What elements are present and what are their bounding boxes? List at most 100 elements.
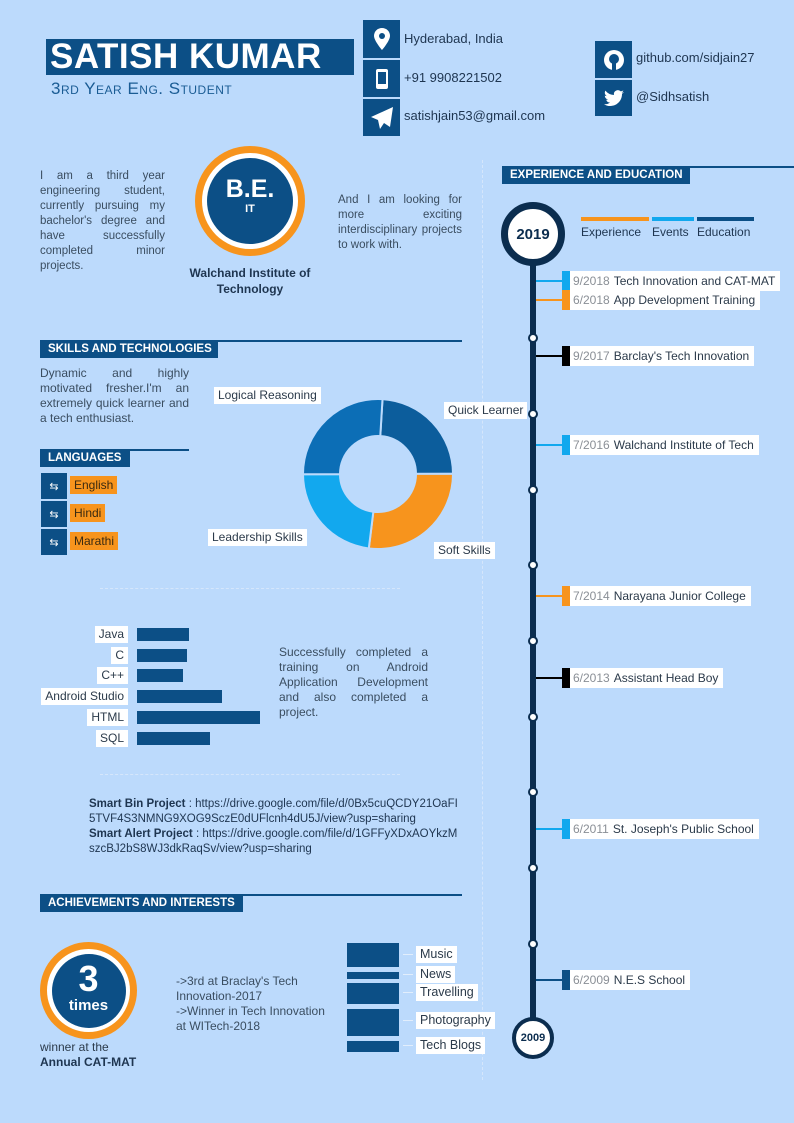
timeline-node: [528, 787, 538, 797]
skill-label: Android Studio: [41, 688, 128, 706]
timeline-title: Assistant Head Boy: [613, 671, 719, 685]
timeline-entry-box: 6/2009 N.E.S School: [570, 970, 691, 990]
donut-label-soft-skills: Soft Skills: [434, 542, 495, 559]
timeline-entry-box: 6/2013 Assistant Head Boy: [570, 668, 724, 688]
interest-label: Music: [416, 946, 457, 963]
timeline-date: 7/2014: [573, 589, 610, 603]
timeline-entry[interactable]: 9/2018 Tech Innovation and CAT-MAT: [536, 271, 781, 291]
donut-label-quick-learner: Quick Learner: [444, 402, 528, 419]
skill-bar: [137, 628, 189, 641]
timeline-end-year: 2009: [512, 1017, 554, 1059]
section-rule: [40, 340, 462, 342]
section-divider: [100, 588, 400, 589]
degree-badge: B.E. IT: [195, 146, 305, 256]
column-divider: [482, 160, 483, 1080]
timeline-title: Walchand Institute of Tech: [613, 438, 754, 452]
timeline-date: 6/2018: [573, 293, 610, 307]
location-pin-icon: [363, 20, 400, 58]
location-text: Hyderabad, India: [404, 31, 504, 46]
email-link[interactable]: satishjain53@gmail.com: [404, 108, 546, 123]
github-icon: [595, 41, 632, 78]
achievements-list: ->3rd at Braclay's Tech Innovation-2017 …: [176, 974, 325, 1033]
donut-slice-quick-learner: [379, 398, 455, 475]
timeline-title: App Development Training: [613, 293, 756, 307]
interest-connector: [403, 1020, 413, 1021]
timeline-entry[interactable]: 7/2016 Walchand Institute of Tech: [536, 435, 759, 455]
legend-label: Education: [697, 225, 751, 239]
achievement-count: 3: [78, 957, 99, 999]
timeline-title: Tech Innovation and CAT-MAT: [613, 274, 776, 288]
achievement-unit: times: [68, 996, 109, 1014]
timeline-entry[interactable]: 9/2017 Barclay's Tech Innovation: [536, 346, 755, 366]
donut-slice-logical-reasoning: [301, 398, 384, 476]
intro-right-text: And I am looking for more exciting inter…: [338, 194, 462, 251]
timeline-line: [530, 235, 536, 1035]
projects-block: Smart Bin Project : https://drive.google…: [89, 797, 461, 857]
timeline-entry[interactable]: 6/2013 Assistant Head Boy: [536, 668, 724, 688]
skill-bar: [137, 669, 183, 683]
translate-icon: ⇆: [41, 529, 67, 555]
timeline-entry[interactable]: 6/2018 App Development Training: [536, 290, 761, 310]
timeline-node: [528, 333, 538, 343]
interest-label: Tech Blogs: [416, 1037, 486, 1054]
achievement-badge: 3 times: [40, 942, 137, 1039]
interest-connector: [403, 954, 413, 955]
project-link[interactable]: : https://drive.google.com/file/d/0Bx5cu…: [89, 798, 458, 825]
timeline-node: [528, 863, 538, 873]
timeline-entry-box: 7/2016 Walchand Institute of Tech: [570, 435, 759, 455]
timeline-date: 9/2018: [573, 274, 610, 288]
project-link[interactable]: : https://drive.google.com/file/d/1GFFyX…: [89, 828, 458, 855]
project-name: Smart Alert Project: [89, 828, 193, 840]
timeline-connector: [536, 280, 562, 282]
interest-label: News: [416, 966, 456, 983]
achievement-caption: winner at the: [40, 1040, 109, 1054]
timeline-entry-box: 7/2014 Narayana Junior College: [570, 586, 751, 606]
timeline-node: [528, 636, 538, 646]
intro-left-text: I am a third year engineering student, c…: [40, 170, 165, 272]
interest-bar: [347, 1009, 399, 1036]
timeline-entry[interactable]: 6/2009 N.E.S School: [536, 970, 691, 990]
skill-label: Java: [94, 626, 128, 643]
legend-label: Events: [652, 225, 689, 239]
skills-description: Dynamic and highly motivated fresher.I'm…: [40, 366, 189, 425]
timeline-node: [528, 939, 538, 949]
timeline-connector: [536, 979, 562, 981]
timeline-marker: [562, 586, 570, 606]
timeline-title: N.E.S School: [613, 973, 686, 987]
donut-label-logical-reasoning: Logical Reasoning: [214, 387, 321, 404]
legend-swatch: [697, 217, 754, 221]
timeline-title: St. Joseph's Public School: [612, 822, 754, 836]
skill-bar: [137, 648, 187, 662]
timeline-entry[interactable]: 7/2014 Narayana Junior College: [536, 586, 751, 606]
translate-icon: ⇆: [41, 473, 67, 499]
donut-slice-leadership-skills: [301, 473, 375, 550]
timeline-entry-box: 6/2011 St. Joseph's Public School: [570, 819, 759, 839]
candidate-title: 3rd Year Eng. Student: [51, 79, 233, 98]
donut-label-leadership: Leadership Skills: [208, 529, 307, 546]
legend-label: Experience: [581, 225, 642, 239]
github-link[interactable]: github.com/sidjain27: [636, 50, 755, 65]
timeline-connector: [536, 355, 562, 357]
donut-slice-soft-skills: [367, 472, 455, 550]
interest-bar: [347, 972, 399, 979]
timeline-node: [528, 560, 538, 570]
skill-bar: [137, 690, 222, 704]
timeline-title: Barclay's Tech Innovation: [613, 349, 750, 363]
timeline-node: [528, 712, 538, 722]
timeline-entry[interactable]: 6/2011 St. Joseph's Public School: [536, 819, 759, 839]
achievement-caption-bold: Annual CAT-MAT: [40, 1055, 137, 1069]
timeline-marker: [562, 435, 570, 455]
interest-bar: [347, 943, 399, 967]
timeline-connector: [536, 595, 562, 597]
phone-icon: [363, 59, 400, 97]
section-divider: [100, 774, 400, 775]
timeline-marker: [562, 271, 570, 291]
timeline-date: 6/2011: [573, 822, 609, 836]
twitter-link[interactable]: @Sidhsatish: [636, 89, 710, 104]
timeline-date: 7/2016: [573, 438, 610, 452]
experience-heading: EXPERIENCE AND EDUCATION: [502, 166, 690, 184]
timeline-connector: [536, 444, 562, 446]
skill-label: C++: [97, 667, 128, 685]
language-english: English: [70, 476, 118, 494]
